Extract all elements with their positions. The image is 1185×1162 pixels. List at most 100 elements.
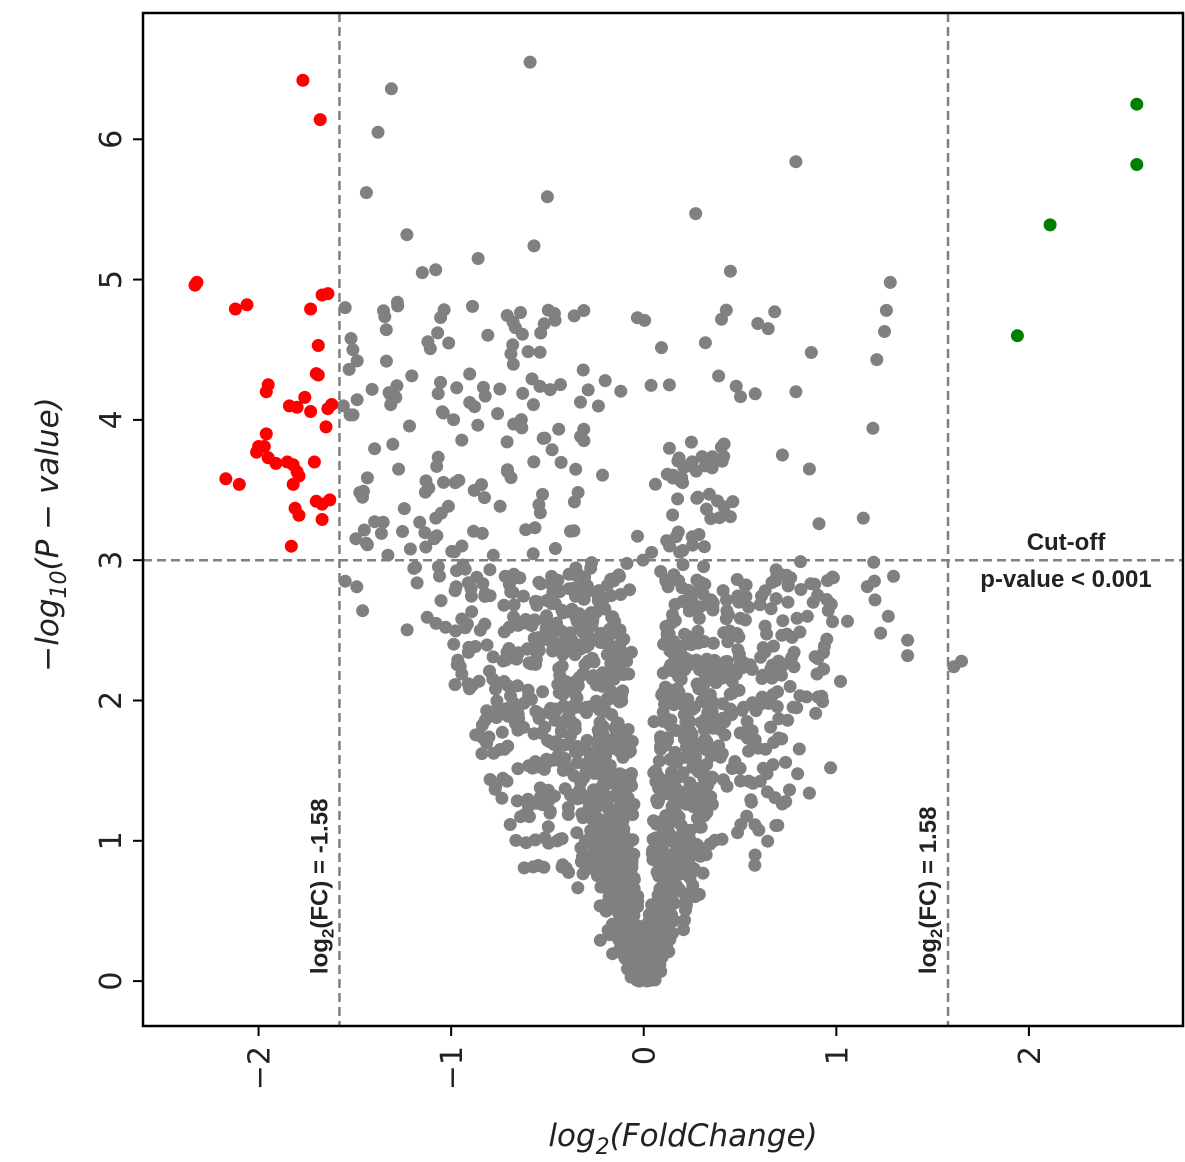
ns-point bbox=[748, 387, 762, 401]
y-tick-label: 5 bbox=[94, 270, 129, 289]
ns-point bbox=[665, 799, 679, 813]
x-axis-label-sub: 2 bbox=[596, 1135, 610, 1160]
ns-point bbox=[434, 375, 447, 389]
ns-point bbox=[475, 747, 489, 761]
ns-point bbox=[581, 383, 595, 397]
ns-point bbox=[695, 791, 709, 805]
ns-point bbox=[790, 701, 804, 715]
ns-point bbox=[866, 421, 880, 435]
ns-point bbox=[662, 378, 676, 392]
ns-point bbox=[684, 823, 697, 837]
ns-point bbox=[679, 849, 693, 862]
ns-point bbox=[675, 581, 689, 595]
ns-point bbox=[554, 455, 568, 469]
ns-point bbox=[785, 630, 799, 644]
ns-point bbox=[511, 762, 525, 776]
plot-frame bbox=[141, 11, 1185, 1028]
ns-point bbox=[486, 548, 500, 562]
ns-point bbox=[349, 532, 363, 546]
ns-point bbox=[881, 609, 895, 623]
ns-point bbox=[604, 859, 618, 873]
ns-point bbox=[382, 386, 396, 400]
ns-point bbox=[567, 495, 581, 509]
ns-point bbox=[527, 455, 541, 469]
ns-point bbox=[599, 772, 613, 786]
ns-point bbox=[630, 311, 644, 325]
ns-point bbox=[576, 667, 590, 681]
ns-point bbox=[480, 638, 494, 652]
ns-point bbox=[720, 779, 734, 793]
ns-point bbox=[676, 594, 690, 608]
ns-point bbox=[672, 685, 686, 699]
ns-point bbox=[489, 682, 502, 696]
ns-point bbox=[708, 653, 721, 667]
ns-point bbox=[671, 492, 685, 506]
down-regulated-point bbox=[188, 278, 202, 292]
ns-point bbox=[538, 431, 552, 445]
ns-point bbox=[733, 611, 747, 625]
ns-point bbox=[672, 832, 686, 846]
ns-point bbox=[433, 569, 446, 583]
ns-point bbox=[679, 903, 692, 917]
ns-point bbox=[478, 491, 491, 505]
ns-point bbox=[483, 664, 496, 678]
ns-point bbox=[652, 793, 666, 807]
ns-point bbox=[826, 615, 839, 629]
y-tick-label: 1 bbox=[94, 831, 129, 850]
ns-point bbox=[516, 386, 530, 400]
ns-point bbox=[790, 611, 804, 625]
ns-point bbox=[570, 826, 584, 840]
ns-point bbox=[603, 622, 616, 636]
ns-point bbox=[467, 483, 481, 497]
ns-point bbox=[742, 600, 756, 614]
down-regulated-point bbox=[321, 287, 335, 301]
ns-point bbox=[493, 499, 507, 513]
ns-point bbox=[491, 407, 505, 421]
ns-point bbox=[761, 322, 775, 336]
ns-point bbox=[442, 336, 456, 350]
ns-point bbox=[524, 657, 538, 671]
ns-point bbox=[658, 689, 672, 703]
ns-point bbox=[541, 820, 555, 834]
ns-point bbox=[686, 538, 700, 552]
ns-point bbox=[480, 731, 494, 745]
ns-point bbox=[413, 515, 427, 529]
ns-point bbox=[496, 654, 510, 668]
ns-point bbox=[580, 733, 594, 747]
ns-point bbox=[397, 502, 411, 516]
ns-point bbox=[706, 596, 720, 610]
ns-point bbox=[692, 528, 706, 541]
ns-point bbox=[648, 831, 662, 845]
ns-point bbox=[360, 538, 374, 552]
ns-point bbox=[472, 674, 486, 688]
ns-point bbox=[698, 712, 712, 726]
ns-point bbox=[356, 604, 370, 618]
ns-point bbox=[660, 467, 674, 481]
ns-point bbox=[776, 614, 790, 628]
ns-point bbox=[674, 672, 688, 686]
ns-point bbox=[582, 800, 596, 814]
ns-point bbox=[731, 589, 745, 603]
ns-point bbox=[495, 791, 509, 805]
ns-point bbox=[475, 718, 489, 732]
ns-point bbox=[537, 762, 551, 776]
ns-point bbox=[501, 709, 515, 723]
ns-point bbox=[599, 904, 613, 918]
ns-point bbox=[648, 929, 662, 943]
ns-point bbox=[690, 491, 704, 505]
ns-point bbox=[720, 654, 734, 668]
ns-point bbox=[603, 845, 617, 859]
ns-point bbox=[338, 301, 352, 315]
ns-point bbox=[578, 570, 592, 584]
ns-point bbox=[787, 660, 801, 674]
ns-point bbox=[625, 899, 639, 913]
ns-point bbox=[533, 506, 547, 520]
ns-point bbox=[769, 592, 783, 606]
y-tick-label: 0 bbox=[94, 972, 129, 991]
ns-point bbox=[665, 664, 679, 678]
ns-point bbox=[703, 837, 717, 851]
ns-point bbox=[705, 747, 719, 761]
ns-point bbox=[581, 755, 595, 769]
ns-point bbox=[338, 574, 352, 588]
ns-point bbox=[748, 848, 762, 862]
